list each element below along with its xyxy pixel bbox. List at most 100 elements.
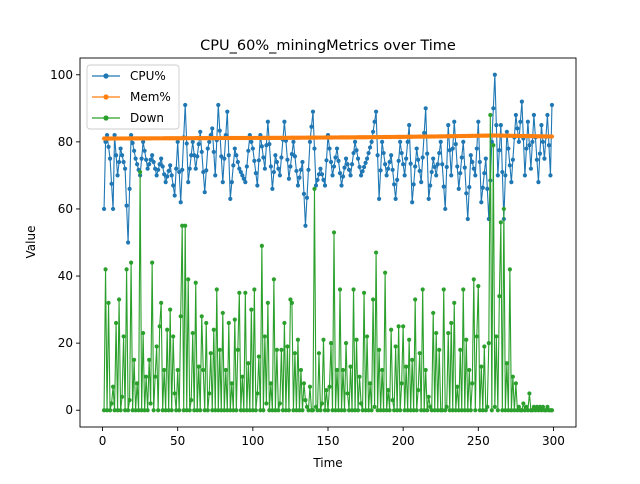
data-point (147, 162, 152, 167)
data-point (103, 267, 108, 272)
data-point (450, 146, 455, 151)
data-point (524, 404, 529, 409)
data-point (531, 404, 537, 409)
data-point (285, 344, 290, 349)
data-point (196, 142, 201, 147)
data-point (369, 139, 374, 144)
data-point (429, 408, 434, 413)
data-point (199, 149, 204, 155)
data-point (407, 337, 412, 342)
data-point (339, 183, 344, 188)
data-point (307, 384, 313, 389)
data-point (401, 324, 406, 329)
data-point (303, 223, 308, 228)
data-point (443, 206, 448, 212)
data-point (162, 367, 167, 373)
data-point (202, 408, 207, 413)
data-point (223, 367, 228, 373)
data-point (426, 196, 431, 201)
data-point (440, 408, 445, 413)
data-point (283, 408, 289, 413)
data-point (101, 206, 107, 212)
data-point (178, 200, 183, 205)
data-point (504, 129, 509, 134)
data-point (393, 196, 398, 201)
data-point (467, 367, 472, 373)
data-point (438, 139, 443, 144)
data-point (506, 408, 511, 413)
data-point (213, 408, 218, 413)
data-point (225, 109, 230, 114)
data-point (513, 381, 518, 386)
data-point (322, 408, 328, 413)
data-point (135, 381, 140, 386)
data-point (476, 119, 481, 124)
x-tick-label: 300 (542, 434, 565, 448)
data-point (548, 173, 553, 178)
data-point (285, 157, 290, 162)
data-point (503, 173, 508, 178)
data-point (515, 126, 520, 131)
data-point (252, 158, 257, 163)
data-point (516, 404, 521, 409)
data-point (417, 351, 422, 356)
data-point (509, 180, 514, 185)
data-point (413, 164, 418, 169)
data-point (435, 408, 440, 413)
data-point (216, 102, 221, 108)
data-point (175, 139, 180, 144)
data-point (178, 314, 183, 319)
data-point (249, 139, 254, 144)
data-point (186, 180, 191, 185)
data-point (118, 408, 123, 413)
data-point (122, 166, 128, 171)
data-point (139, 156, 144, 161)
data-point (494, 122, 499, 128)
data-point (370, 297, 376, 302)
data-point (540, 139, 546, 144)
data-point (151, 159, 156, 165)
axes: 0 50 100 150 200 250 300 0 20 40 60 80 100 (50, 57, 577, 448)
data-point (205, 408, 210, 413)
data-point (276, 166, 281, 171)
data-point (119, 394, 125, 399)
data-point (549, 102, 555, 108)
y-tick-label: 0 (65, 403, 73, 417)
data-point (298, 167, 304, 172)
data-point (518, 119, 523, 124)
data-point (455, 384, 460, 389)
data-point (154, 344, 159, 349)
data-point (144, 157, 149, 162)
data-point (437, 347, 442, 352)
data-point (153, 374, 158, 379)
data-point (477, 408, 482, 413)
data-point (399, 381, 404, 386)
data-point (195, 408, 200, 413)
data-point (228, 196, 233, 201)
data-point (482, 171, 487, 176)
data-point (110, 206, 116, 212)
data-point (160, 164, 165, 169)
data-point (369, 408, 374, 413)
legend-entry: Mem% (92, 90, 171, 104)
data-point (513, 112, 518, 118)
data-point (250, 408, 255, 413)
data-point (217, 128, 222, 133)
data-point (202, 190, 207, 195)
data-point (461, 139, 466, 144)
data-point (229, 381, 234, 386)
data-point (133, 408, 138, 413)
data-point (184, 408, 189, 413)
data-point (414, 408, 419, 413)
data-point (207, 139, 212, 144)
data-point (521, 401, 526, 406)
data-point (434, 330, 439, 336)
data-point (351, 150, 356, 156)
data-point (231, 408, 236, 413)
data-point (235, 159, 240, 165)
data-point (157, 162, 162, 167)
data-point (310, 408, 316, 413)
data-point (378, 408, 383, 413)
data-point (126, 240, 131, 245)
data-point (525, 119, 531, 124)
